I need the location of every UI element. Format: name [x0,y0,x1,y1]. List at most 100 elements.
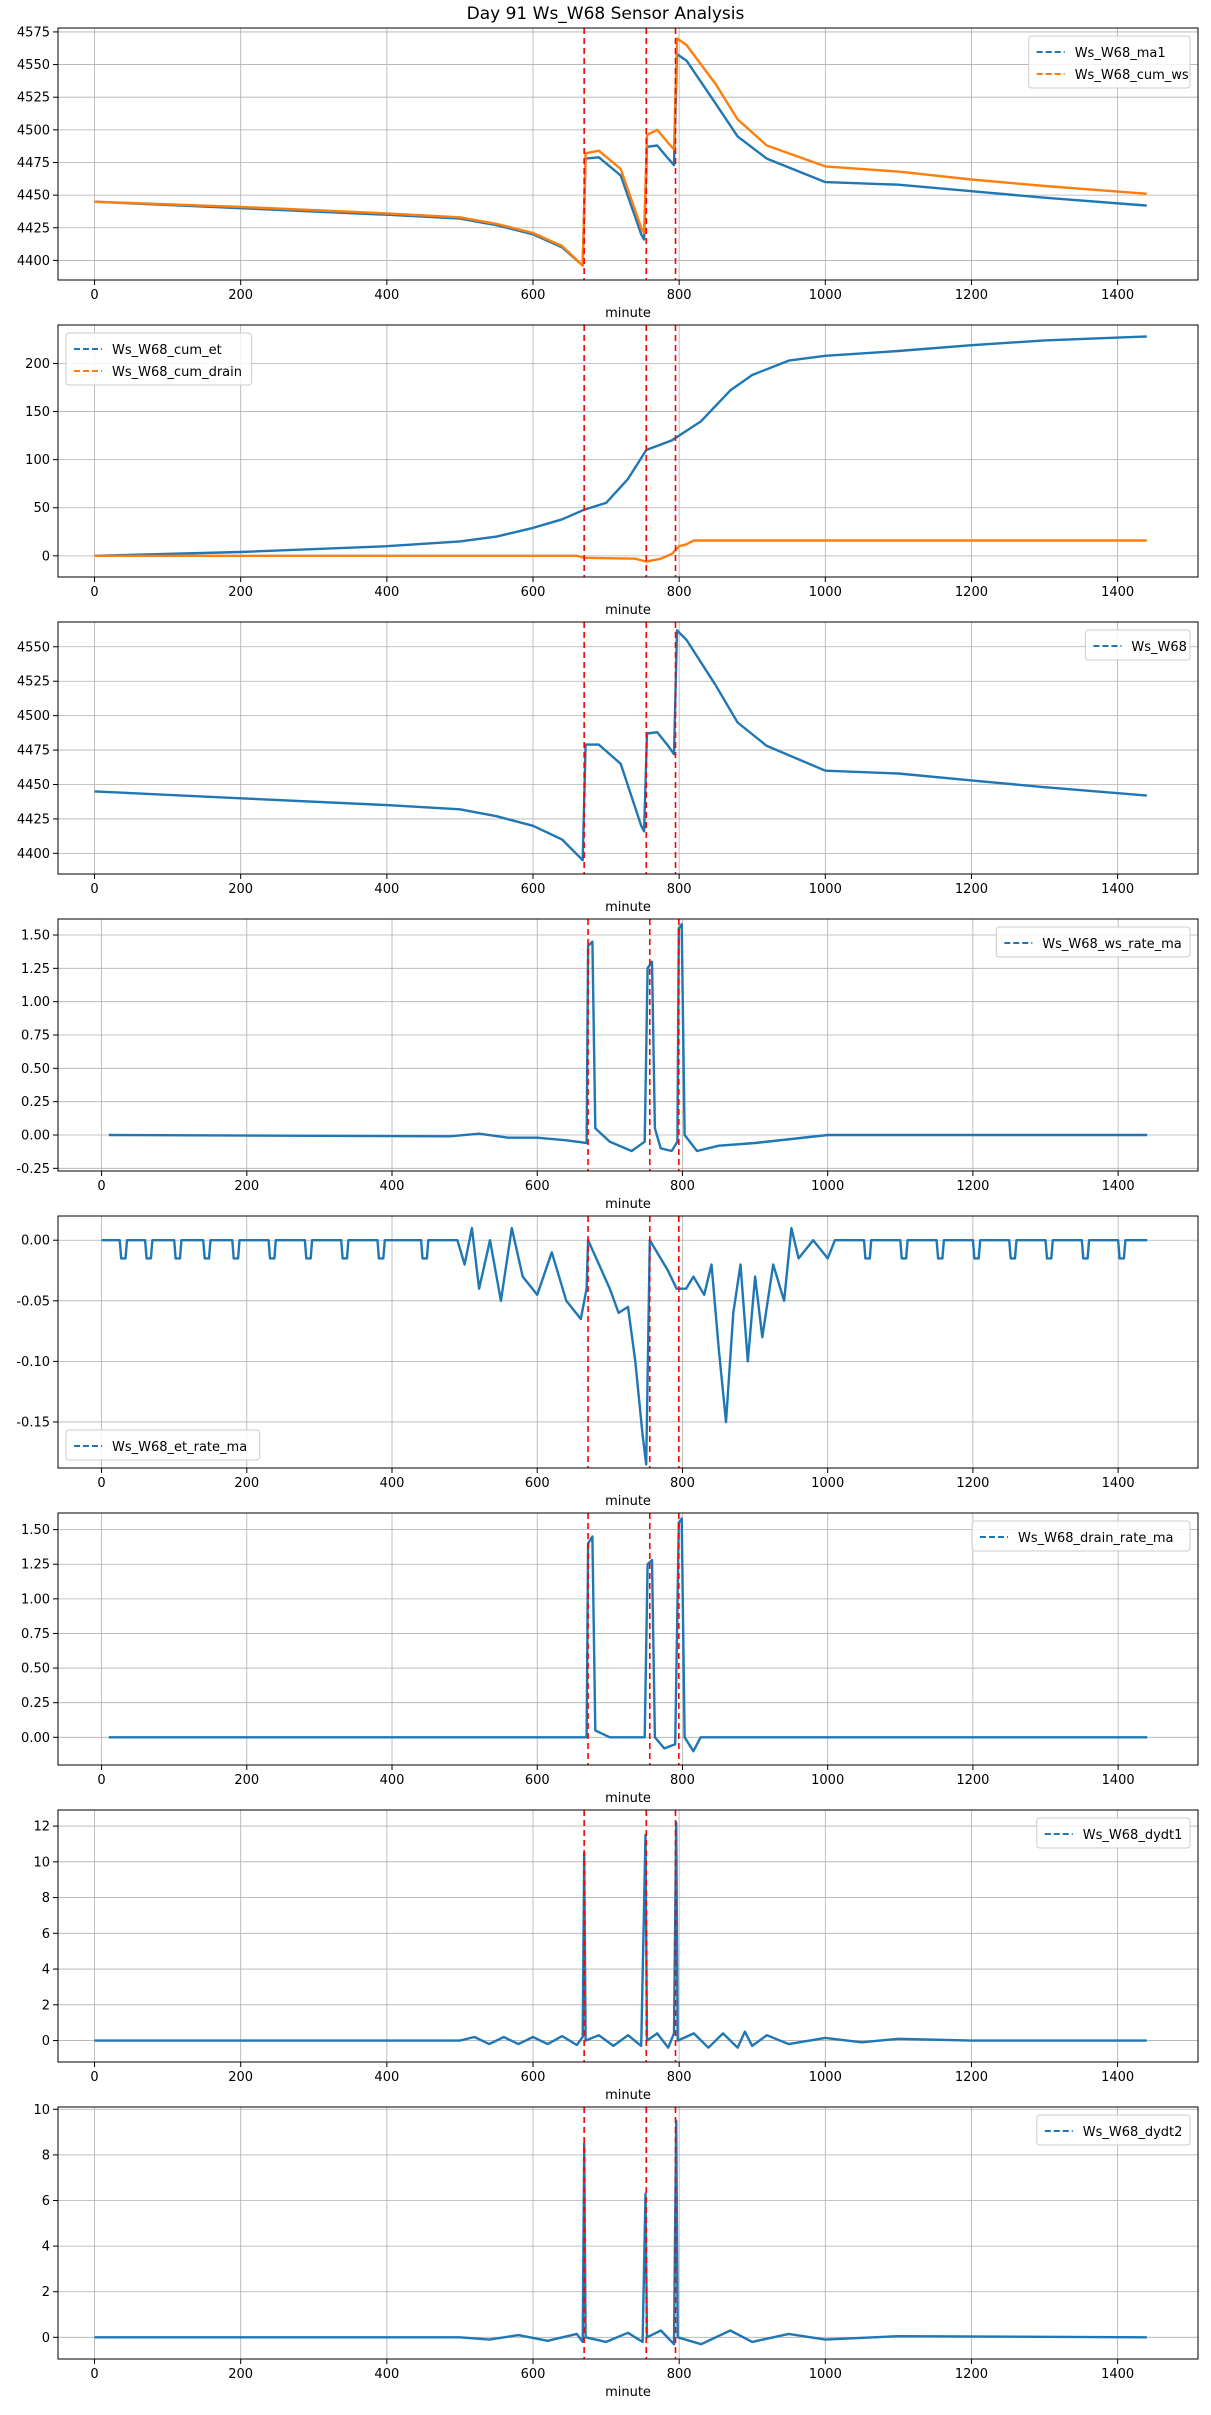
x-tick-label: 1400 [1102,1179,1135,1194]
legend-box [65,1429,261,1461]
y-tick-label: 100 [25,453,50,468]
y-tick-label: -0.10 [16,1355,50,1370]
x-tick-label: 1400 [1101,585,1134,600]
legend-entry-label: Ws_W68_cum_ws [1075,68,1189,83]
x-tick-label: 1000 [809,2070,842,2085]
series-line-Ws_W68_et_rate_ma [101,1226,1148,1466]
x-tick-label: 1000 [809,2367,842,2382]
y-tick-label: 0.00 [21,1234,50,1249]
x-tick-label: 600 [525,1773,550,1788]
x-tick-label: 800 [670,1773,695,1788]
legend-entry-label: Ws_W68_cum_et [112,343,222,358]
x-tick-label: 800 [670,1179,695,1194]
x-tick-label: 800 [670,1476,695,1491]
axes-frame [57,1512,1199,1766]
x-axis-label: minute [605,1494,651,1509]
x-tick-label: 0 [90,288,98,303]
series-line-Ws_W68_drain_rate_ma [108,1517,1148,1753]
x-axis-label: minute [605,1791,651,1806]
legend-box [1036,2114,1191,2146]
legend: Ws_W68_ma1 Ws_W68_cum_ws [1028,35,1191,89]
x-tick-label: 600 [521,585,546,600]
x-tick-label: 1000 [809,585,842,600]
x-tick-label: 1200 [955,585,988,600]
x-tick-label: 200 [228,288,253,303]
x-tick-label: 600 [521,288,546,303]
plot-area [94,325,1147,577]
y-tick-label: 1.50 [21,1523,50,1538]
x-tick-label: 1400 [1101,882,1134,897]
series-line-Ws_W68_dydt1 [94,1821,1147,2049]
series-line-Ws_W68_cum_et [94,335,1147,557]
y-tick-label: 0.25 [21,1095,50,1110]
x-tick-label: 1400 [1101,2070,1134,2085]
x-axis-label: minute [605,306,651,321]
x-tick-label: 1000 [809,882,842,897]
y-tick-label: 2 [42,2285,50,2300]
legend-entry-label: Ws_W68_et_rate_ma [112,1440,247,1455]
y-tick-label: 4475 [17,744,50,759]
legend-entry-label: Ws_W68_dydt1 [1083,1828,1183,1843]
y-tick-label: 12 [33,1820,50,1835]
y-tick-label: 0.50 [21,1062,50,1077]
y-tick-label: 1.25 [21,1558,50,1573]
y-tick-label: 200 [25,357,50,372]
series-line-Ws_W68_ma1 [94,52,1147,267]
series-line-Ws_W68_dydt2 [94,2119,1147,2346]
y-tick-label: 4550 [17,58,50,73]
legend-box [65,332,253,386]
y-tick-label: 1.00 [21,995,50,1010]
x-tick-label: 200 [234,1476,259,1491]
x-tick-label: 600 [521,882,546,897]
x-tick-label: 200 [234,1773,259,1788]
y-tick-label: 0 [42,549,50,564]
x-tick-label: 0 [97,1773,105,1788]
x-tick-label: 1000 [809,288,842,303]
x-tick-label: 200 [234,1179,259,1194]
x-tick-label: 0 [90,882,98,897]
x-axis-label: minute [605,603,651,618]
x-tick-label: 400 [380,1476,405,1491]
axes-frame [57,2106,1199,2360]
legend: Ws_W68_dydt2 [1036,2114,1191,2146]
plot-area [94,622,1147,874]
x-tick-label: 1200 [955,2070,988,2085]
x-tick-label: 400 [380,1179,405,1194]
y-tick-label: 6 [42,1927,50,1942]
chart-panel-7: 0 200 400 600 800 1000 1200 1400 0 2 4 6 8 10 12 minute… [33,1809,1199,2103]
axes-frame [57,918,1199,1172]
x-tick-label: 1200 [956,1773,989,1788]
x-tick-label: 200 [228,585,253,600]
y-tick-label: 0.25 [21,1696,50,1711]
y-tick-label: 8 [42,2148,50,2163]
legend-entry-label: Ws_W68_ws_rate_ma [1042,937,1181,952]
x-tick-label: 1400 [1102,1476,1135,1491]
x-tick-label: 600 [525,1476,550,1491]
y-tick-label: 4550 [17,640,50,655]
x-tick-label: 200 [228,882,253,897]
x-tick-label: 800 [667,288,692,303]
axes-frame [57,27,1199,281]
legend-entry-label: Ws_W68_ma1 [1075,46,1166,61]
chart-panel-1: 0 200 400 600 800 1000 1200 1400 4400 4425 4450 447… [17,25,1199,321]
y-tick-label: 2 [42,1998,50,2013]
x-tick-label: 400 [374,288,399,303]
chart-panel-2: 0 200 400 600 800 1000 1200 1400 0 50 100 150 200 min… [25,324,1199,618]
x-tick-label: 1400 [1101,288,1134,303]
x-axis-label: minute [605,2088,651,2103]
x-tick-label: 200 [228,2367,253,2382]
plot-area [94,28,1147,280]
plot-area [108,1513,1148,1765]
chart-panel-8: 0 200 400 600 800 1000 1200 1400 0 2 4 6 8 10 minute Ws… [33,2103,1199,2400]
y-tick-label: 4500 [17,709,50,724]
legend: Ws_W68_dydt1 [1036,1817,1191,1849]
x-tick-label: 1200 [955,2367,988,2382]
y-tick-label: 0.50 [21,1662,50,1677]
axes-frame [57,324,1199,578]
x-tick-label: 400 [374,882,399,897]
y-tick-label: 4425 [17,221,50,236]
legend-box [971,1520,1191,1552]
x-tick-label: 600 [525,1179,550,1194]
x-tick-label: 800 [667,882,692,897]
chart-panel-6: 0 200 400 600 800 1000 1200 1400 0.00 0.25 0.50 0.7… [21,1512,1199,1806]
